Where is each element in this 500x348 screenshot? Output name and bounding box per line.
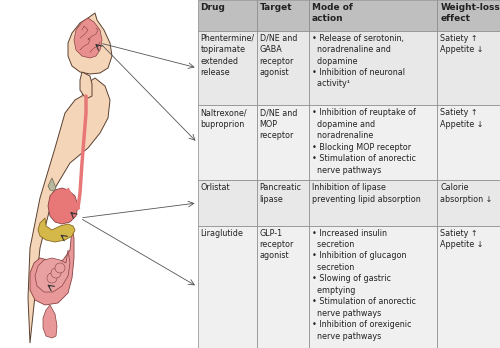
Text: Phentermine/
topiramate
extended
release: Phentermine/ topiramate extended release — [200, 34, 254, 77]
Text: Satiety ↑
Appetite ↓: Satiety ↑ Appetite ↓ — [440, 34, 484, 54]
Bar — [309, 226, 438, 348]
Text: Satiety ↑
Appetite ↓: Satiety ↑ Appetite ↓ — [440, 229, 484, 249]
Polygon shape — [68, 13, 112, 74]
Polygon shape — [43, 305, 57, 338]
Bar — [256, 31, 309, 105]
Polygon shape — [28, 78, 110, 343]
Circle shape — [51, 268, 61, 278]
Polygon shape — [48, 178, 56, 191]
Polygon shape — [48, 188, 78, 224]
Bar — [309, 0, 438, 31]
Text: Satiety ↑
Appetite ↓: Satiety ↑ Appetite ↓ — [440, 109, 484, 129]
Bar — [309, 105, 438, 180]
Polygon shape — [80, 72, 92, 98]
Text: GLP-1
receptor
agonist: GLP-1 receptor agonist — [260, 229, 294, 260]
Bar — [438, 0, 500, 31]
Bar — [198, 31, 256, 105]
Text: Drug: Drug — [200, 3, 226, 12]
Text: Naltrexone/
buproprion: Naltrexone/ buproprion — [200, 109, 247, 129]
Bar — [309, 180, 438, 226]
Bar — [198, 226, 256, 348]
Polygon shape — [30, 228, 74, 305]
Bar — [438, 31, 500, 105]
Text: • Release of serotonin,
  noradrenaline and
  dopamine
• Inhibition of neuronal
: • Release of serotonin, noradrenaline an… — [312, 34, 405, 88]
Polygon shape — [74, 18, 102, 58]
Circle shape — [47, 273, 57, 283]
Bar — [256, 226, 309, 348]
Bar — [256, 180, 309, 226]
Text: • Inhibition of reuptake of
  dopamine and
  noradrenaline
• Blocking MOP recept: • Inhibition of reuptake of dopamine and… — [312, 109, 416, 175]
Text: Pancreatic
lipase: Pancreatic lipase — [260, 183, 302, 204]
Bar — [438, 180, 500, 226]
Text: Inhibition of lipase
preventing lipid absorption: Inhibition of lipase preventing lipid ab… — [312, 183, 421, 204]
Text: Liraglutide: Liraglutide — [200, 229, 244, 237]
Text: • Increased insulin
  secretion
• Inhibition of glucagon
  secretion
• Slowing o: • Increased insulin secretion • Inhibiti… — [312, 229, 416, 341]
Text: Calorie
absorption ↓: Calorie absorption ↓ — [440, 183, 493, 204]
Bar — [198, 0, 256, 31]
Bar — [256, 105, 309, 180]
Text: Mode of
action: Mode of action — [312, 3, 353, 23]
Text: D/NE and
MOP
receptor: D/NE and MOP receptor — [260, 109, 297, 140]
Polygon shape — [35, 250, 70, 292]
Bar — [198, 105, 256, 180]
Text: D/NE and
GABA
receptor
agonist: D/NE and GABA receptor agonist — [260, 34, 297, 77]
Bar — [438, 105, 500, 180]
Circle shape — [55, 263, 65, 273]
Bar — [309, 31, 438, 105]
Bar — [256, 0, 309, 31]
Text: Orlistat: Orlistat — [200, 183, 230, 192]
Bar — [198, 180, 256, 226]
Bar — [438, 226, 500, 348]
Text: Weight-loss
effect: Weight-loss effect — [440, 3, 500, 23]
Text: Target: Target — [260, 3, 292, 12]
Polygon shape — [38, 218, 75, 242]
